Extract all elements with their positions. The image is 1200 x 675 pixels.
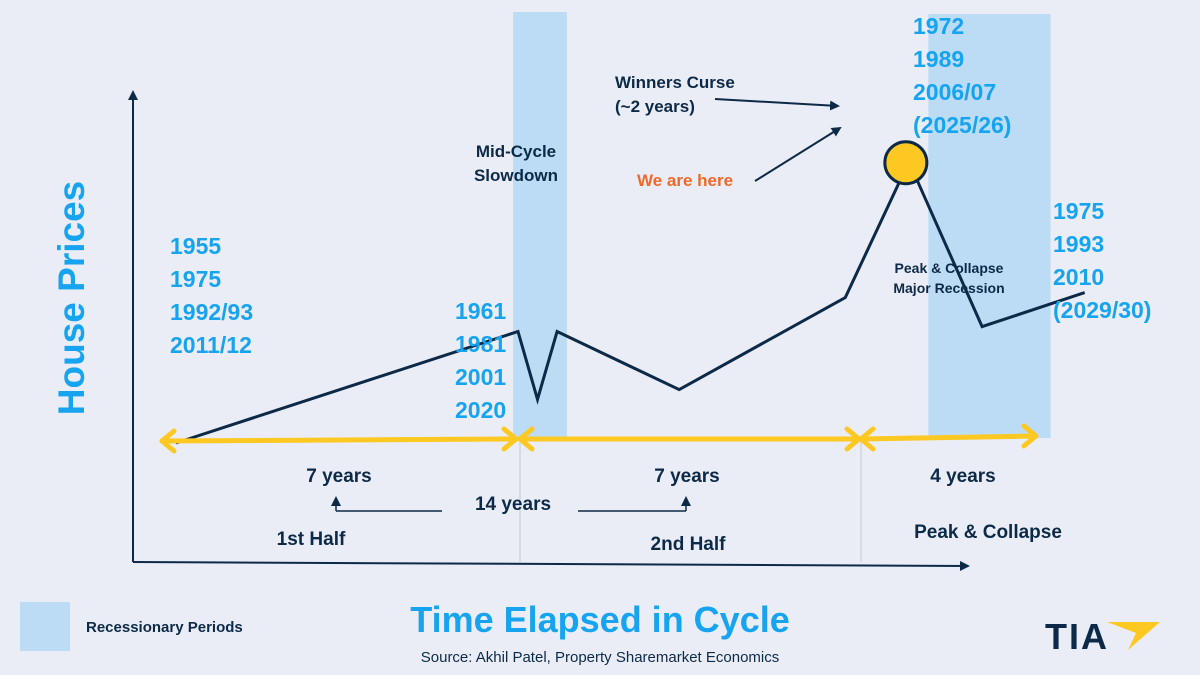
- arrow-head: [517, 426, 535, 452]
- recession-band-peak-collapse: [928, 14, 1051, 438]
- annotation-peak-collapse-line2: Major Recession: [893, 280, 1004, 296]
- we-are-here-pointer: [754, 126, 842, 182]
- year-label: 2010: [1053, 264, 1104, 290]
- total-duration: 14 years: [475, 494, 551, 515]
- logo-text: TIA: [1045, 616, 1109, 657]
- arrow-head: [159, 428, 177, 454]
- year-label: 2001: [455, 364, 506, 390]
- year-label: 1975: [170, 266, 221, 292]
- year-label: 1992/93: [170, 299, 253, 325]
- phase-arrow-3: [858, 433, 1039, 442]
- winners-curse-pointer: [714, 98, 840, 111]
- year-label: (2025/26): [913, 112, 1011, 138]
- phase-duration-1: 7 years: [306, 466, 372, 487]
- x-axis-label: Time Elapsed in Cycle: [410, 599, 790, 640]
- annotation-we-are-here: We are here: [637, 171, 733, 190]
- annotation-mid-cycle-line2: Slowdown: [474, 166, 558, 185]
- year-label: 1989: [913, 46, 964, 72]
- arrow-head: [1021, 423, 1039, 449]
- x-axis: [132, 560, 970, 571]
- source-text: Source: Akhil Patel, Property Sharemarke…: [421, 649, 780, 666]
- phase-duration-3: 4 years: [930, 466, 996, 487]
- year-label: (2029/30): [1053, 297, 1151, 323]
- year-group-mid-cycle: 1961 1981 2001 2020: [455, 298, 506, 423]
- phase-name-1: 1st Half: [277, 529, 346, 550]
- phase-arrows: [159, 423, 1039, 454]
- year-label: 1961: [455, 298, 506, 324]
- legend-swatch: [20, 602, 70, 651]
- year-label: 1955: [170, 233, 221, 259]
- legend-label: Recessionary Periods: [86, 619, 243, 636]
- year-label: 1981: [455, 331, 506, 357]
- arrow-head: [501, 426, 519, 452]
- phase-arrow-1: [159, 436, 519, 444]
- tia-logo: TIA: [1045, 616, 1160, 657]
- year-label: 1975: [1053, 198, 1104, 224]
- year-label: 1993: [1053, 231, 1104, 257]
- year-label: 2011/12: [170, 332, 252, 358]
- year-group-start: 1955 1975 1992/93 2011/12: [170, 233, 253, 358]
- year-group-peak: 1972 1989 2006/07 (2025/26): [913, 13, 1011, 138]
- y-axis-label: House Prices: [51, 181, 92, 415]
- year-label: 1972: [913, 13, 964, 39]
- annotation-winners-curse-line2: (~2 years): [615, 97, 695, 116]
- annotation-winners-curse-line1: Winners Curse: [615, 73, 735, 92]
- year-group-trough: 1975 1993 2010 (2029/30): [1053, 198, 1151, 323]
- series-line-house-prices: [175, 158, 1086, 445]
- arrow-head: [858, 426, 876, 452]
- logo-swoosh-icon: [1107, 622, 1160, 650]
- year-label: 2020: [455, 397, 506, 423]
- recession-band-mid-cycle: [513, 12, 567, 438]
- annotation-mid-cycle-line1: Mid-Cycle: [476, 142, 556, 161]
- phase-name-3: Peak & Collapse: [914, 522, 1062, 543]
- year-label: 2006/07: [913, 79, 996, 105]
- phase-name-2: 2nd Half: [651, 534, 727, 555]
- phase-duration-2: 7 years: [654, 466, 720, 487]
- annotation-peak-collapse-line1: Peak & Collapse: [895, 260, 1004, 276]
- peak-marker: [883, 140, 929, 186]
